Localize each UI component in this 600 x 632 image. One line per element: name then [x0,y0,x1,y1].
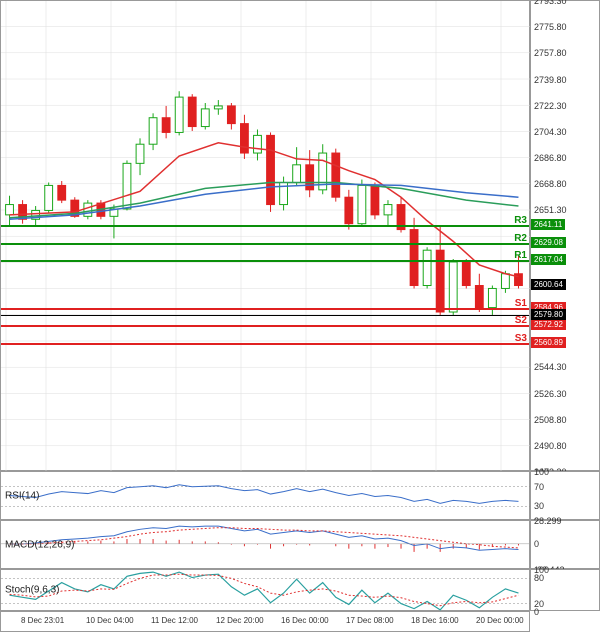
xtick: 11 Dec 12:00 [151,616,198,625]
ytick: 2668.80 [534,179,567,189]
macd-ytick: 28.299 [534,516,562,526]
rsi-ytick: 70 [534,482,544,492]
ytick: 2686.80 [534,153,567,163]
rsi-ytick: 30 [534,501,544,511]
current-price-tag: 2600.64 [531,279,566,290]
ytick: 2526.30 [534,389,567,399]
pivot-line [1,315,529,316]
main-yaxis: 2793.30 2775.80 2757.80 2739.80 2722.30 2704.… [530,0,600,471]
sr-label-R3: R3 [514,215,527,226]
price-tag-S2: 2572.92 [531,319,566,330]
macd-yaxis: 28.2990-32.442 [530,520,600,569]
xtick: 8 Dec 23:01 [21,616,64,625]
price-tag-R2: 2629.08 [531,237,566,248]
sr-line-S3: S3 [1,343,529,345]
sr-label-R2: R2 [514,233,527,244]
ytick: 2793.30 [534,0,567,6]
xtick: 12 Dec 20:00 [216,616,264,625]
sr-label-S3: S3 [515,333,527,344]
rsi-yaxis: 10070300 [530,471,600,520]
xtick: 18 Dec 16:00 [411,616,459,625]
ytick: 2739.80 [534,75,567,85]
price-tag-R1: 2617.04 [531,254,566,265]
sr-line-S1: S1 [1,308,529,310]
sr-line-R2: R2 [1,243,529,245]
sr-label-S2: S2 [515,315,527,326]
sr-label-R1: R1 [514,250,527,261]
macd-label: MACD(12,26,9) [5,539,74,550]
price-tag-S3: 2560.89 [531,337,566,348]
stoch-ytick: 0 [534,607,539,617]
trading-chart-container: R3 R2 R1 S1 S2 S3 2793.30 2775.80 2757.80 2739.8… [0,0,600,632]
rsi-panel[interactable]: RSI(14) [0,471,530,520]
xtick: 17 Dec 08:00 [346,616,394,625]
sr-label-S1: S1 [515,298,527,309]
ytick: 2775.80 [534,22,567,32]
main-price-panel[interactable]: R3 R2 R1 S1 S2 S3 [0,0,530,471]
macd-panel[interactable]: MACD(12,26,9) [0,520,530,569]
sr-line-R3: R3 [1,225,529,227]
ytick: 2508.80 [534,415,567,425]
ytick: 2490.80 [534,441,567,451]
stoch-ytick: 80 [534,573,544,583]
sr-line-R1: R1 [1,260,529,262]
rsi-ytick: 100 [534,467,549,477]
rsi-label: RSI(14) [5,490,39,501]
ytick: 2704.30 [534,127,567,137]
ytick: 2722.30 [534,101,567,111]
sr-line-S2: S2 [1,325,529,327]
xaxis: 6:008 Dec 23:0110 Dec 04:0011 Dec 12:001… [0,611,530,632]
stoch-label: Stoch(9,6,3) [5,585,59,596]
xtick: 10 Dec 04:00 [86,616,134,625]
main-svg [1,1,531,472]
ytick: 2651.30 [534,205,567,215]
pivot-price-tag: 2579.80 [531,309,566,320]
stoch-yaxis: 10080200 [530,569,600,611]
xtick: 16 Dec 00:00 [281,616,329,625]
xtick: 20 Dec 00:00 [476,616,524,625]
stoch-panel[interactable]: Stoch(9,6,3) [0,569,530,611]
macd-ytick: 0 [534,539,539,549]
ytick: 2544.30 [534,362,567,372]
ytick: 2757.80 [534,48,567,58]
price-tag-R3: 2641.11 [531,219,565,230]
